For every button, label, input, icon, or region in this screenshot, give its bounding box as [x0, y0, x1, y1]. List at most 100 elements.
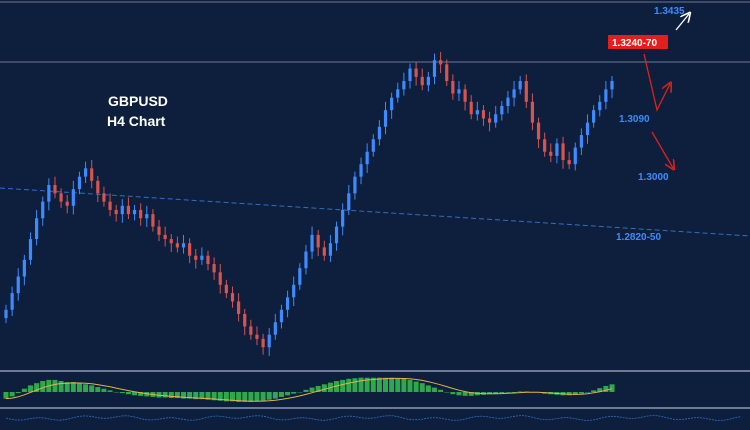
macd-signal-line	[5, 377, 613, 402]
macd-bar	[419, 383, 425, 392]
macd-bar	[450, 392, 456, 395]
macd-bar	[174, 392, 180, 399]
macd-bar	[199, 392, 205, 400]
candle-body	[579, 135, 583, 148]
macd-bar	[254, 392, 260, 402]
candle-body	[35, 218, 39, 240]
chart-title: GBPUSD	[108, 93, 168, 109]
candle-body	[512, 89, 516, 98]
candle-body	[169, 239, 173, 244]
candle-body	[292, 284, 296, 298]
macd-bar	[95, 387, 101, 392]
macd-bar	[266, 392, 272, 400]
macd-bar	[444, 392, 450, 393]
macd-bar	[107, 390, 113, 392]
candle-body	[285, 297, 290, 310]
candle-body	[402, 81, 406, 90]
candle-body	[237, 301, 241, 314]
candle-body	[463, 89, 467, 102]
macd-bar	[358, 377, 364, 392]
macd-bar	[242, 392, 248, 402]
macd-bar	[21, 388, 27, 392]
macd-bar	[572, 392, 578, 395]
candle-body	[224, 284, 228, 294]
macd-bar	[401, 378, 407, 392]
candle-body	[4, 309, 8, 319]
macd-bar	[83, 384, 89, 392]
candle-body	[573, 147, 577, 165]
macd-bar	[499, 392, 505, 394]
candle-body	[567, 160, 571, 165]
macd-bar	[603, 385, 609, 392]
candle-body	[304, 251, 308, 269]
macd-bar	[309, 387, 315, 392]
candle-body	[530, 101, 535, 123]
candle-body	[500, 105, 504, 115]
macd-bar	[370, 377, 376, 392]
macd-bar	[585, 392, 591, 393]
macd-bar	[364, 377, 370, 392]
macd-bar	[609, 384, 615, 392]
candle-body	[28, 239, 33, 260]
macd-bar	[468, 392, 474, 396]
macd-bar	[260, 392, 266, 401]
macd-bar	[64, 382, 70, 392]
macd-bar	[9, 392, 15, 397]
candle-body	[371, 139, 375, 152]
macd-bar	[3, 392, 9, 399]
macd-bar	[138, 392, 144, 396]
level-label-5: 1.2820-50	[616, 232, 661, 243]
candle-body	[506, 97, 510, 106]
candle-body	[353, 176, 357, 194]
candle-body	[175, 243, 179, 248]
macd-bar	[383, 377, 389, 392]
candle-body	[585, 122, 590, 136]
macd-bar	[285, 392, 291, 396]
candle-body	[16, 276, 20, 294]
macd-bar	[303, 389, 309, 392]
candle-body	[561, 143, 565, 161]
candle-body	[181, 243, 186, 248]
level-label-4: 1.3000	[638, 172, 669, 183]
candle-body	[420, 76, 424, 86]
macd-bar	[487, 392, 493, 395]
macd-bar	[211, 392, 217, 401]
candle-body	[481, 110, 486, 119]
candle-body	[604, 89, 608, 102]
macd-bar	[76, 383, 82, 392]
macd-bar	[162, 392, 168, 398]
macd-bar	[229, 392, 235, 402]
lower-indicator-line	[5, 415, 742, 421]
candle-body	[102, 193, 106, 202]
candle-body	[445, 64, 449, 82]
candle-body	[108, 201, 112, 210]
candle-body	[90, 168, 94, 181]
level-label-2: 1.3240-70	[612, 38, 657, 49]
macd-bar	[297, 392, 303, 393]
macd-histogram	[3, 377, 615, 402]
macd-bar	[505, 392, 511, 393]
projection-up-arrow	[675, 14, 689, 31]
candle-body	[365, 151, 369, 165]
candle-body	[598, 101, 602, 111]
candle-body	[83, 168, 88, 177]
candle-body	[322, 247, 326, 256]
macd-bar	[40, 381, 46, 392]
candle-body	[555, 143, 559, 156]
macd-bar	[413, 381, 419, 392]
macd-bar	[352, 378, 358, 392]
candle-body	[157, 226, 161, 235]
macd-bar	[58, 381, 64, 392]
candle-body	[218, 272, 222, 285]
candle-body	[359, 164, 363, 177]
candle-body	[549, 151, 553, 156]
candle-body	[53, 185, 57, 194]
macd-bar	[597, 388, 603, 392]
candle-body	[383, 110, 388, 127]
macd-bar	[113, 392, 119, 393]
candle-body	[524, 81, 528, 102]
macd-bar	[132, 392, 138, 396]
macd-bar	[119, 392, 125, 394]
candle-body	[341, 209, 345, 227]
macd-bar	[89, 385, 95, 392]
